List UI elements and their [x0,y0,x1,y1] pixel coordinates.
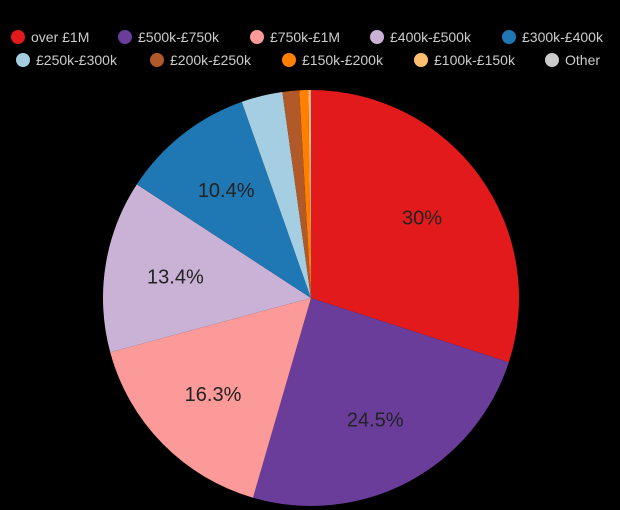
legend-swatch [414,53,428,67]
legend-swatch [16,53,30,67]
legend-label: £200k-£250k [170,52,251,68]
legend-item-400k-500k: £400k-£500k [370,29,471,45]
pie-slice-1 [252,298,509,507]
legend-item-750k-1m: £750k-£1M [250,29,340,45]
legend-label: £100k-£150k [434,52,515,68]
legend-label: Other [565,52,601,68]
slice-label: 30% [402,207,442,229]
legend-label: £750k-£1M [270,29,341,45]
legend-swatch [150,53,164,67]
legend-label: £300k-£400k [522,29,603,45]
slice-label: 16.3% [185,384,242,406]
legend-label: £250k-£300k [36,52,117,68]
legend-label: £150k-£200k [302,52,383,68]
pie-slice-3 [103,184,312,353]
pie-slice-6 [282,90,311,298]
legend-swatch [282,53,296,67]
legend-swatch [118,30,132,44]
legend-item-250k-300k: £250k-£300k [16,52,117,68]
legend-swatch [545,53,559,67]
legend-item-100k-150k: £100k-£150k [414,52,515,68]
pie-slice-2 [110,298,311,498]
legend-label: £500k-£750k [138,29,219,45]
pie-slice-8 [308,90,311,298]
legend-label: over £1M [31,29,90,45]
pie-slice-5 [241,91,311,298]
pie-slice-7 [299,90,311,299]
legend-swatch [250,30,264,44]
legend-item-other: Other [545,52,600,68]
pie-slice-9 [310,90,311,298]
legend-item-500k-750k: £500k-£750k [118,29,219,45]
pie-slice-4 [136,101,311,298]
legend-item-200k-250k: £200k-£250k [150,52,251,68]
legend-swatch [502,30,516,44]
legend-item-300k-400k: £300k-£400k [502,29,603,45]
slice-label: 24.5% [347,409,404,431]
legend-swatch [370,30,384,44]
legend-item-over-1m: over £1M [11,29,89,45]
legend-label: £400k-£500k [390,29,471,45]
slice-label: 13.4% [147,267,204,289]
slice-label: 10.4% [198,180,255,202]
legend-swatch [11,30,25,44]
pie-slice-0 [311,90,519,363]
legend-item-150k-200k: £150k-£200k [282,52,383,68]
